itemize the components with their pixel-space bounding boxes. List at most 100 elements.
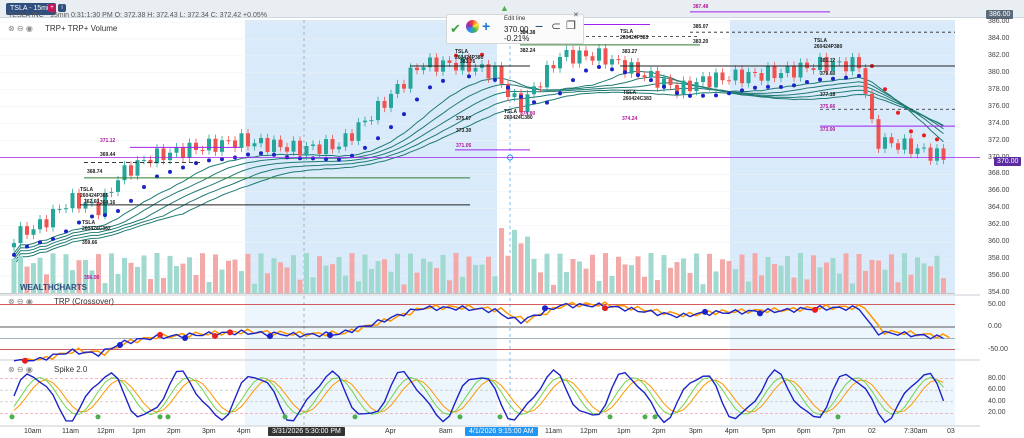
trp-pane-controls[interactable]: ⊗ ⊖ ◉	[8, 297, 33, 306]
volume-bar	[681, 258, 686, 293]
candle	[714, 72, 718, 88]
volume-bar	[694, 253, 699, 293]
level-annotation: 382.24	[520, 47, 536, 54]
volume-bar	[726, 261, 732, 293]
trp-dot	[766, 84, 770, 89]
time-tick: 6pm	[797, 428, 811, 435]
edit-line-toolbar: ✔ + Edit line 370.00 -0.21% − ⊂ ❐ ✕	[446, 12, 584, 44]
volume-bar	[37, 257, 43, 293]
confirm-check-icon[interactable]: ✔	[450, 21, 461, 36]
candle	[623, 60, 627, 74]
volume-bar	[603, 253, 608, 293]
candle	[467, 57, 471, 72]
trp-dot	[168, 169, 172, 174]
trp-dot	[311, 156, 315, 161]
time-tick: 7:30am	[904, 428, 928, 435]
volume-bar	[817, 267, 823, 293]
candle	[369, 120, 374, 122]
trp-dot	[545, 100, 549, 105]
volume-bar	[466, 256, 472, 293]
symbol-tab[interactable]: TSLA - 15min	[6, 3, 57, 15]
magnet-icon[interactable]: ⊂	[551, 19, 562, 33]
candle	[233, 140, 237, 148]
level-annotation: 377.18	[820, 91, 836, 98]
candle	[317, 144, 322, 154]
spike-signal-dot	[652, 414, 658, 420]
trp-dot	[896, 110, 900, 115]
level-annotation: 387.48	[693, 3, 709, 10]
volume-bar	[479, 264, 485, 293]
volume-bar	[440, 254, 446, 293]
time-tick: 3pm	[202, 428, 216, 435]
volume-bar	[362, 254, 368, 293]
candle	[584, 50, 588, 57]
volume-bar	[583, 268, 589, 293]
spike-pane-controls[interactable]: ⊗ ⊖ ◉	[8, 365, 33, 374]
level-annotation: 371.12	[100, 137, 116, 144]
candle	[805, 62, 809, 69]
trp-dot	[25, 244, 29, 249]
edit-line-value[interactable]: 370.00	[504, 25, 529, 34]
candle	[434, 57, 439, 72]
crosshair-time-left: 3/31/2026 5:30:00 PM	[268, 427, 345, 436]
candle	[278, 139, 283, 148]
collapse-arrow-icon[interactable]: ▲	[500, 3, 509, 13]
candle	[642, 75, 647, 77]
candle	[610, 59, 614, 65]
trp-dot	[246, 152, 250, 157]
trp-dot	[90, 214, 94, 219]
candle	[772, 66, 777, 79]
volume-bar	[434, 268, 439, 293]
volume-bar	[713, 271, 719, 293]
volume-bar	[778, 265, 784, 293]
volume-bar	[720, 259, 725, 293]
trp-cross-dot	[602, 305, 608, 312]
volume-bar	[622, 264, 628, 293]
trp-dot	[298, 156, 302, 161]
level-annotation: 362.60	[84, 198, 100, 205]
copy-icon[interactable]: ❐	[566, 20, 576, 32]
trp-dot	[727, 91, 731, 96]
minus-icon[interactable]: −	[535, 18, 544, 34]
volume-bar	[395, 253, 400, 293]
session-shade-lower	[730, 296, 955, 426]
price-tick: 386.00	[988, 18, 1010, 25]
volume-bar	[551, 284, 556, 293]
volume-bar	[401, 284, 407, 293]
trp-dot	[714, 93, 718, 98]
volume-bar	[174, 266, 179, 293]
volume-bar	[460, 276, 465, 293]
trp-dot	[688, 93, 692, 98]
tab-badge-dark[interactable]: i	[58, 4, 66, 12]
candle	[148, 159, 153, 164]
color-picker-icon[interactable]	[466, 20, 479, 33]
candle	[200, 149, 205, 151]
candle	[746, 71, 751, 84]
candle	[753, 71, 757, 74]
candle	[226, 140, 231, 142]
volume-bar	[889, 254, 894, 293]
trp-dot	[818, 77, 822, 82]
level-annotation: TSLA 260424C362	[82, 219, 111, 232]
price-tick: 354.00	[988, 289, 1010, 296]
volume-bar	[304, 253, 309, 293]
candle	[18, 226, 23, 244]
close-icon[interactable]: ✕	[573, 12, 579, 19]
candle	[870, 93, 874, 120]
volume-bar	[616, 256, 621, 293]
volume-bar	[291, 255, 296, 293]
tab-badge-pink[interactable]: +	[48, 4, 56, 12]
volume-bar	[908, 274, 914, 293]
add-icon[interactable]: +	[482, 18, 491, 34]
candle	[707, 76, 712, 88]
volume-bar	[11, 258, 17, 293]
price-tick: 372.00	[988, 136, 1010, 144]
volume-bar	[50, 253, 56, 293]
trp-dot	[467, 74, 471, 79]
trp-dot	[207, 158, 211, 163]
candle	[265, 137, 270, 153]
pane-controls[interactable]: ⊗ ⊖ ◉	[8, 24, 33, 33]
price-tick: 380.00	[988, 68, 1010, 76]
trp-main-line	[13, 302, 944, 362]
